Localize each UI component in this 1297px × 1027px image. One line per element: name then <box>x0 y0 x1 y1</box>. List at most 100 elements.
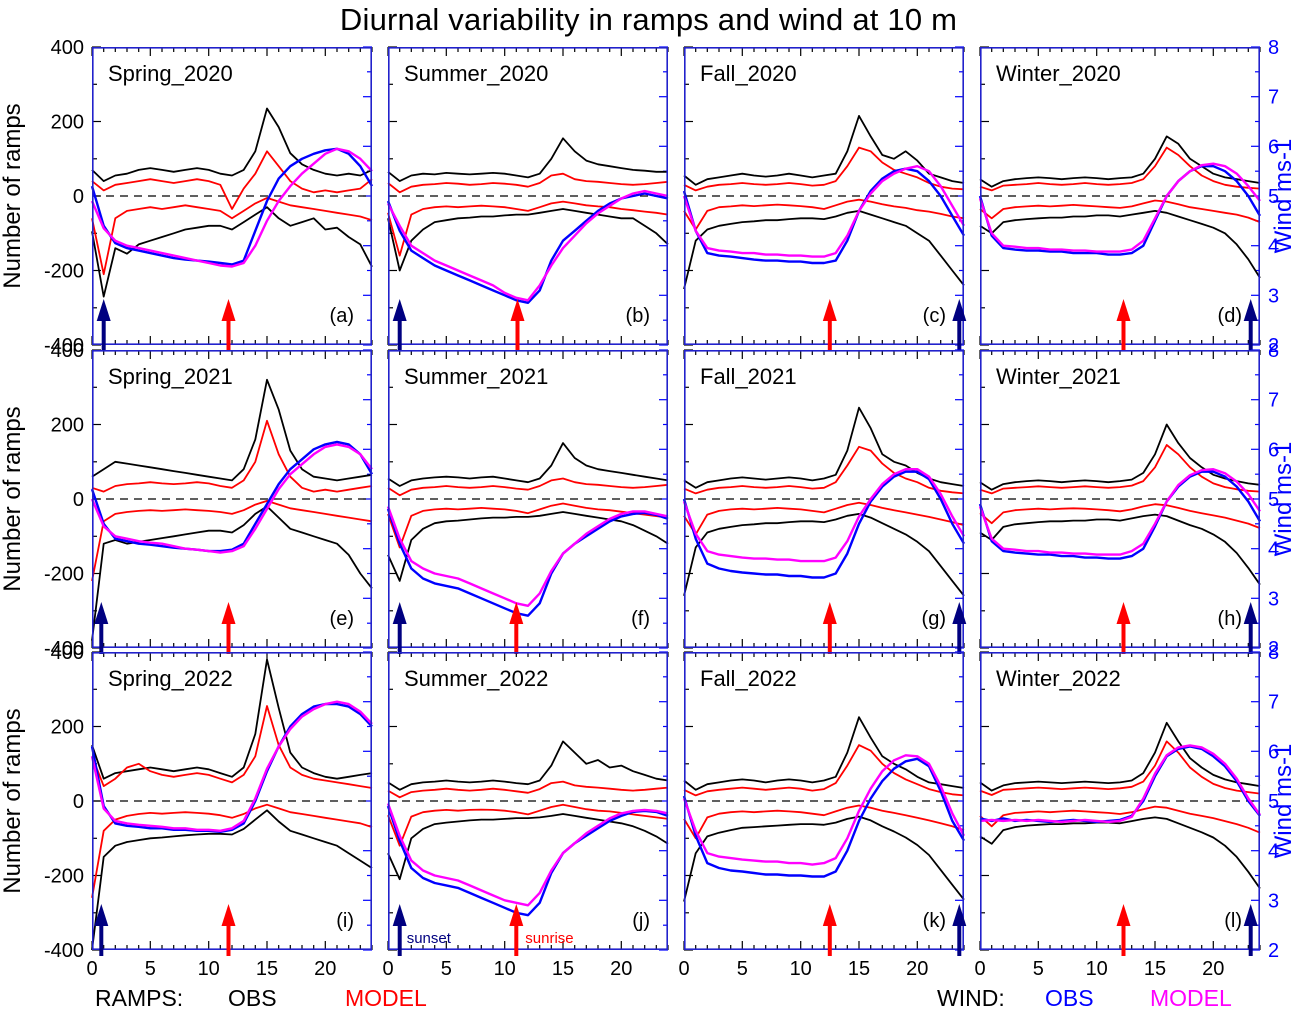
legend-ramps-model: MODEL <box>345 985 427 1011</box>
ramps-obs-down-line <box>91 206 373 298</box>
sunset-arrow <box>96 299 111 351</box>
y-tick-label: 0 <box>73 791 84 813</box>
x-tick-label: 20 <box>1202 958 1224 980</box>
x-tick-label: 15 <box>256 958 278 980</box>
ramps-obs-down-line <box>387 813 669 881</box>
wind-tick-label: 4 <box>1268 841 1279 863</box>
x-tick-label: 5 <box>145 958 156 980</box>
panel-frame <box>388 47 668 345</box>
ramps-obs-down-line <box>979 816 1261 890</box>
ramps-model-up-line <box>91 150 373 210</box>
sunset-arrow <box>94 904 109 956</box>
panel-title: Spring_2022 <box>108 666 233 691</box>
panel-frame <box>684 652 964 950</box>
right-axis-title: Wind ms-1 <box>1270 441 1297 557</box>
x-tick-label: 15 <box>552 958 574 980</box>
ramps-model-down-line <box>979 199 1261 223</box>
y-tick-label: -200 <box>44 866 84 888</box>
wind-obs-line <box>90 702 373 834</box>
sunrise-arrow <box>1116 904 1131 956</box>
x-tick-label: 10 <box>494 958 516 980</box>
panel-title: Fall_2020 <box>700 61 797 86</box>
ramps-model-up-line <box>683 445 965 495</box>
wind-tick-label: 5 <box>1268 489 1279 511</box>
sunset-arrow <box>1243 602 1258 654</box>
wind-obs-line <box>386 805 669 917</box>
x-tick-label: 10 <box>790 958 812 980</box>
wind-tick-label: 8 <box>1268 340 1279 362</box>
wind-tick-label: 3 <box>1268 890 1279 912</box>
ramps-model-down-line <box>979 503 1261 529</box>
panel-chart-l: Winter_2022 (l) 2 3 4 5 6 7 8 0 5 10 15 20 <box>974 642 1279 980</box>
panel-frame <box>980 47 1260 345</box>
ramps-model-down-line <box>683 804 965 840</box>
figure-title: Diurnal variability in ramps and wind at… <box>339 2 958 37</box>
panel-chart-j: sunset sunrise Summer_2022 (j) 0 5 10 15 20 <box>382 651 669 980</box>
sunset-arrow <box>392 602 407 654</box>
ramps-obs-down-line <box>979 513 1261 586</box>
wind-obs-line <box>682 470 966 579</box>
panel-chart-c: Fall_2020 (c) <box>682 46 967 351</box>
panel-chart-e: Spring_2021 (e) -400 -200 0 200 400 <box>44 340 374 660</box>
wind-obs-line <box>90 147 374 266</box>
wind-obs-line <box>978 470 1262 560</box>
x-tick-label: 5 <box>737 958 748 980</box>
panel-frame <box>980 350 1260 648</box>
panel-title: Winter_2020 <box>996 61 1121 86</box>
panel-letter: (l) <box>1224 910 1242 932</box>
wind-tick-label: 6 <box>1268 439 1279 461</box>
panel-title: Fall_2021 <box>700 364 797 389</box>
ramps-obs-up-line <box>387 137 668 183</box>
ramps-model-up-line <box>683 744 965 797</box>
sunrise-arrow <box>509 904 524 956</box>
x-tick-label: 0 <box>974 958 985 980</box>
ramps-obs-up-line <box>91 658 373 780</box>
panel-frame <box>684 350 964 648</box>
x-tick-label: 0 <box>86 958 97 980</box>
x-tick-label: 5 <box>1033 958 1044 980</box>
legend-ramps-obs: OBS <box>228 985 277 1011</box>
sunrise-arrow <box>1116 299 1131 351</box>
sunrise-arrow <box>221 904 236 956</box>
wind-model-line <box>386 189 669 302</box>
panel-e: Spring_2021 (e) -400 -200 0 200 400 <box>44 340 374 660</box>
left-axis-title: Number of ramps <box>0 103 26 289</box>
ramps-model-down-line <box>91 803 373 898</box>
ramps-obs-up-line <box>979 423 1261 491</box>
sunrise-arrow <box>221 602 236 654</box>
ramps-obs-up-line <box>387 740 669 791</box>
ramps-model-up-line <box>979 740 1261 796</box>
panel-title: Winter_2021 <box>996 364 1121 389</box>
wind-tick-label: 7 <box>1268 87 1279 109</box>
ramps-model-down-line <box>387 502 669 549</box>
y-tick-label: 0 <box>73 186 84 208</box>
panel-title: Fall_2022 <box>700 666 797 691</box>
sunrise-arrow <box>822 904 837 956</box>
wind-model-line <box>386 803 669 907</box>
panel-title: Summer_2021 <box>404 364 548 389</box>
wind-tick-label: 7 <box>1268 692 1279 714</box>
legend-wind-label: WIND: <box>937 985 1005 1011</box>
ramps-model-down-line <box>683 501 965 536</box>
x-tick-label: 20 <box>906 958 928 980</box>
ramps-model-up-line <box>387 172 669 194</box>
panel-chart-i: Spring_2022 (i) -400 -200 0 200 400 0 5 10 15 20 <box>44 642 373 980</box>
wind-tick-label: 8 <box>1268 37 1279 59</box>
panel-letter: (a) <box>330 305 354 327</box>
panel-chart-a: Spring_2020 (a) -400 -200 0 200 400 <box>44 37 374 357</box>
ramps-model-down-line <box>91 196 373 276</box>
legend-wind-obs: OBS <box>1045 985 1094 1011</box>
panel-frame <box>980 652 1260 950</box>
panel-frame <box>388 350 668 648</box>
sunrise-arrow <box>509 602 524 654</box>
x-tick-label: 20 <box>314 958 336 980</box>
ramps-model-down-line <box>91 499 373 582</box>
x-tick-label: 15 <box>848 958 870 980</box>
wind-tick-label: 5 <box>1268 791 1279 813</box>
panel-title: Spring_2021 <box>108 364 233 389</box>
sunset-arrow <box>392 299 407 351</box>
ramps-obs-down-line <box>91 809 373 951</box>
ramps-obs-up-line <box>387 442 669 487</box>
x-tick-label: 20 <box>610 958 632 980</box>
panel-title: Summer_2020 <box>404 61 548 86</box>
